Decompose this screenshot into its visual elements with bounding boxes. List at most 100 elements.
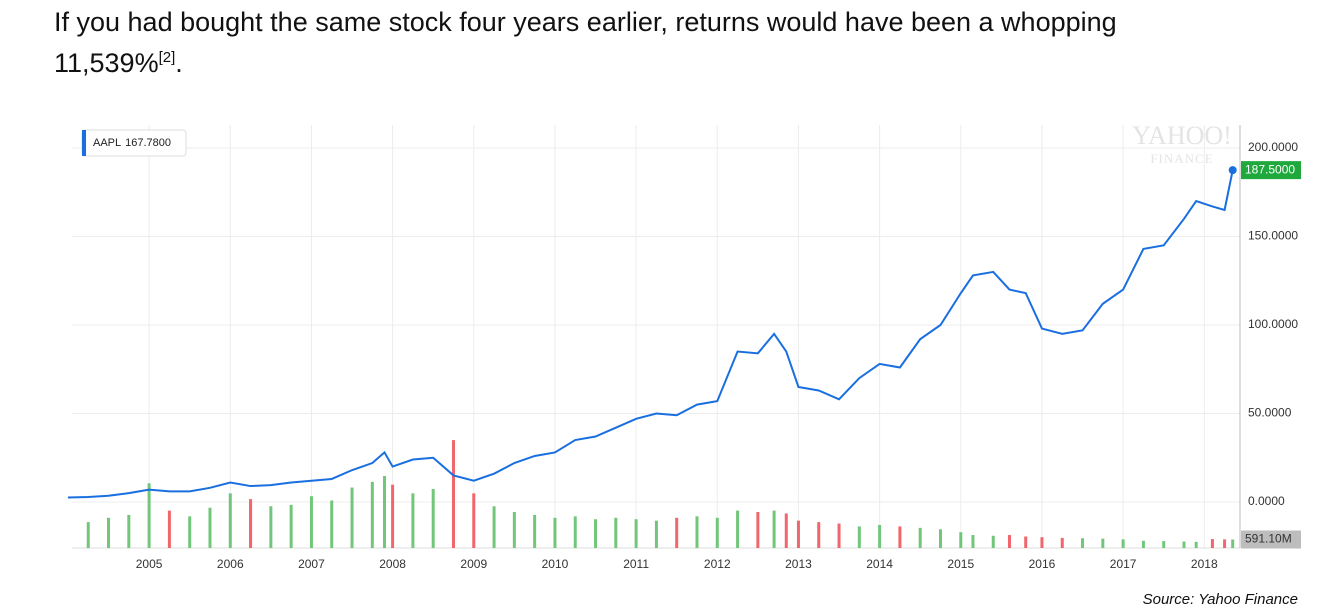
volume-bar <box>512 512 516 548</box>
volume-bar <box>431 489 435 548</box>
last-price-tag <box>1241 161 1301 180</box>
watermark: YAHOO! <box>1132 121 1232 150</box>
volume-bar <box>1223 539 1227 548</box>
y2-tick-label: 591.10M <box>1245 532 1292 546</box>
heading-text: If you had bought the same stock four ye… <box>54 7 1117 37</box>
x-tick-label: 2014 <box>866 557 893 571</box>
footnote[interactable]: [2] <box>158 49 176 66</box>
y-tick-label: 0.0000 <box>1248 494 1285 508</box>
volume-bar <box>918 527 922 548</box>
volume-bar <box>938 529 942 548</box>
volume-bar <box>971 535 975 548</box>
volume-bar <box>1182 541 1186 548</box>
legend-swatch <box>82 130 86 156</box>
volume-bar <box>147 483 151 548</box>
y2-tick-box <box>1241 530 1301 549</box>
volume-bar <box>1162 541 1166 548</box>
volume-bar <box>330 500 334 548</box>
volume-bar <box>309 496 313 548</box>
volume-bar <box>1231 539 1235 548</box>
y-tick-label: 200.0000 <box>1248 140 1298 154</box>
volume-bar <box>1007 535 1011 548</box>
x-tick-label: 2006 <box>217 557 244 571</box>
volume-bar <box>1194 541 1198 548</box>
x-tick-label: 2013 <box>785 557 812 571</box>
volume-bar <box>86 522 90 548</box>
volume-bar <box>1101 538 1105 548</box>
volume-bar <box>167 510 171 548</box>
volume-bar <box>857 526 861 548</box>
y-tick-label: 50.0000 <box>1248 406 1292 420</box>
volume-bar <box>188 516 192 548</box>
volume-bar <box>715 517 719 548</box>
x-tick-label: 2008 <box>379 557 406 571</box>
volume-bar <box>289 504 293 548</box>
x-tick-label: 2016 <box>1029 557 1056 571</box>
volume-bar <box>878 524 882 548</box>
x-tick-label: 2018 <box>1191 557 1218 571</box>
volume-bar <box>553 517 557 548</box>
volume-bar <box>772 510 776 548</box>
volume-bar <box>492 506 496 548</box>
volume-bar <box>1141 540 1145 548</box>
volume-bar <box>127 514 131 548</box>
volume-bar <box>1121 539 1125 548</box>
x-tick-label: 2007 <box>298 557 325 571</box>
volume-bar <box>472 493 476 548</box>
x-tick-label: 2010 <box>542 557 569 571</box>
volume-bar <box>991 535 995 548</box>
volume-bar <box>269 506 273 548</box>
volume-bar <box>107 517 111 548</box>
legend-value: 167.7800 <box>125 137 171 149</box>
volume-bar <box>736 510 740 548</box>
volume-bar <box>634 519 638 548</box>
x-tick-label: 2011 <box>623 557 649 571</box>
volume-bar <box>837 523 841 548</box>
volume-bar <box>350 487 354 548</box>
volume-bar <box>614 517 618 548</box>
last-point <box>1228 166 1237 175</box>
volume-bar <box>228 493 232 548</box>
volume-bar <box>1081 538 1085 548</box>
y-tick-label: 150.0000 <box>1248 229 1298 243</box>
volume-bar <box>208 507 212 548</box>
volume-bar <box>817 522 821 548</box>
volume-bar <box>533 514 537 548</box>
last-price-label: 187.5000 <box>1245 162 1295 176</box>
volume-bar <box>249 499 253 548</box>
x-tick-label: 2015 <box>947 557 974 571</box>
volume-bar <box>898 526 902 548</box>
volume-bar <box>695 516 699 548</box>
volume-bar <box>1210 539 1214 548</box>
volume-bar <box>1060 537 1064 548</box>
watermark: FINANCE <box>1150 151 1213 166</box>
volume-bar <box>411 493 415 548</box>
volume-bar <box>1024 536 1028 548</box>
volume-bar <box>573 516 577 548</box>
volume-bar <box>756 512 760 548</box>
volume-bar <box>370 481 374 548</box>
volume-bar <box>382 476 386 548</box>
source: Source: Yahoo Finance <box>1142 591 1298 608</box>
volume-bar <box>594 519 598 548</box>
x-tick-label: 2009 <box>460 557 487 571</box>
volume-bar <box>391 484 395 548</box>
y-tick-label: 100.0000 <box>1248 317 1298 331</box>
volume-bar <box>959 532 963 548</box>
x-tick-label: 2005 <box>136 557 163 571</box>
x-tick-label: 2012 <box>704 557 731 571</box>
price-line <box>67 169 1234 499</box>
heading-figure: 11,539% <box>54 48 159 78</box>
heading: If you had bought the same stock four ye… <box>54 4 1304 81</box>
x-tick-label: 2017 <box>1110 557 1137 571</box>
volume-bar <box>1040 537 1044 548</box>
volume-bar <box>796 520 800 548</box>
volume-bar <box>451 440 455 548</box>
volume-bar <box>675 517 679 548</box>
legend-name: AAPL <box>93 137 121 149</box>
volume-bar <box>784 513 788 548</box>
volume-bar <box>654 520 658 548</box>
heading-end: . <box>175 48 183 78</box>
